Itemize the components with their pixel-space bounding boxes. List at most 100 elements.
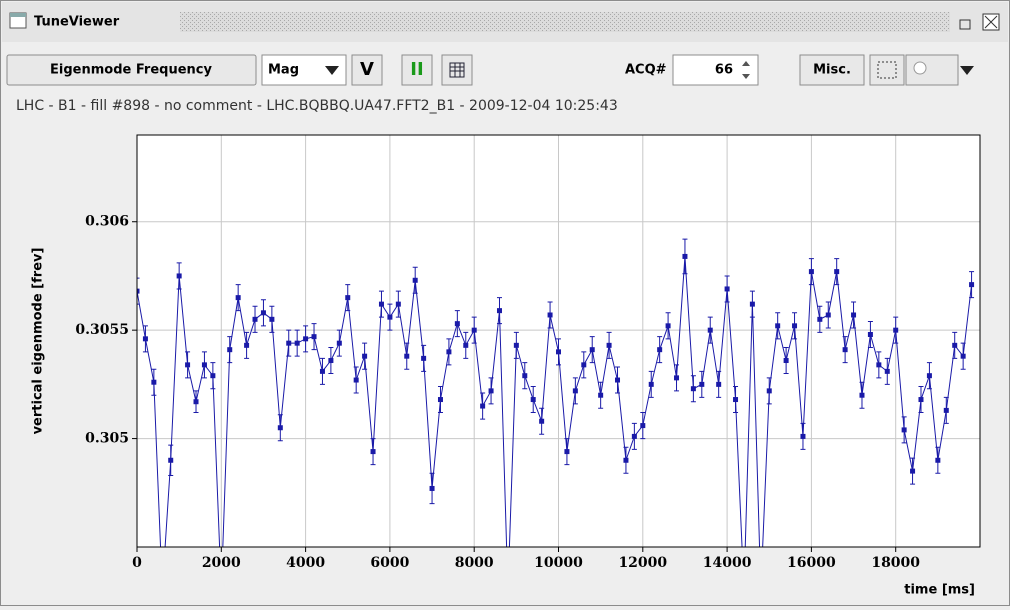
data-point	[918, 397, 924, 403]
data-point	[766, 388, 772, 394]
data-point	[269, 316, 275, 322]
y-tick-label: 0.3055	[75, 322, 129, 338]
data-point	[825, 312, 831, 318]
minimize-button[interactable]	[959, 19, 971, 30]
misc-label: Misc.	[813, 63, 851, 78]
data-point	[319, 368, 325, 374]
data-layer	[137, 238, 975, 547]
x-tick-label: 18000	[871, 555, 920, 571]
series-line	[137, 256, 973, 547]
data-point	[277, 425, 283, 431]
data-point	[808, 269, 814, 275]
data-point	[648, 381, 654, 387]
data-point	[454, 321, 460, 327]
data-point	[682, 253, 688, 259]
data-point	[960, 353, 966, 359]
spinner-arrows	[742, 61, 750, 79]
scale-select[interactable]	[261, 54, 347, 86]
data-point	[699, 381, 705, 387]
data-point	[294, 340, 300, 346]
data-point	[876, 362, 882, 368]
data-point	[522, 373, 528, 379]
mode-label: Eigenmode Frequency	[50, 63, 212, 78]
data-point	[496, 308, 502, 314]
data-point	[210, 373, 216, 379]
data-point	[859, 392, 865, 398]
data-point	[412, 277, 418, 283]
data-point	[657, 347, 663, 353]
data-point	[792, 323, 798, 329]
x-tick-label: 0	[132, 555, 142, 571]
x-tick-label: 10000	[534, 555, 583, 571]
data-point	[404, 353, 410, 359]
data-point	[623, 457, 629, 463]
data-point	[201, 362, 207, 368]
close-icon	[984, 15, 998, 29]
data-point	[446, 349, 452, 355]
zoom-arrow	[960, 66, 974, 75]
plane-button[interactable]	[351, 54, 383, 86]
data-point	[421, 355, 427, 361]
data-point	[480, 403, 486, 409]
data-point	[378, 301, 384, 307]
window-icon-bar	[10, 13, 26, 17]
x-tick-label: 14000	[703, 555, 752, 571]
data-point	[935, 457, 941, 463]
data-point	[387, 314, 393, 320]
data-point	[370, 449, 376, 455]
data-point	[884, 368, 890, 374]
x-tick-label: 6000	[370, 555, 409, 571]
data-point	[260, 310, 266, 316]
misc-button[interactable]	[799, 54, 865, 86]
acq-value: 66	[715, 63, 733, 78]
data-point	[168, 457, 174, 463]
data-point	[345, 295, 351, 301]
data-point	[952, 342, 958, 348]
data-point	[640, 423, 646, 429]
data-point	[547, 312, 553, 318]
data-point	[311, 334, 317, 340]
data-point	[775, 323, 781, 329]
error-bar	[137, 277, 140, 305]
scale-arrow	[325, 66, 339, 75]
data-point	[429, 485, 435, 491]
data-point	[362, 353, 368, 359]
fit-button[interactable]	[869, 54, 905, 86]
window-title: TuneViewer	[34, 15, 120, 30]
data-point	[893, 327, 899, 333]
data-point	[589, 347, 595, 353]
pause-button[interactable]	[401, 54, 433, 86]
data-point	[336, 340, 342, 346]
data-point	[817, 316, 823, 322]
x-tick-label: 2000	[202, 555, 241, 571]
data-point	[227, 347, 233, 353]
data-point	[615, 377, 621, 383]
data-point	[943, 407, 949, 413]
data-point	[834, 269, 840, 275]
table-button[interactable]	[441, 54, 473, 86]
data-point	[724, 286, 730, 292]
data-point	[867, 331, 873, 337]
data-point	[564, 449, 570, 455]
y-axis-label: vertical eigenmode [frev]	[31, 248, 46, 435]
mode-button[interactable]	[6, 54, 257, 86]
x-axis-label: time [ms]	[904, 583, 975, 598]
data-point	[674, 375, 680, 381]
data-point	[137, 288, 140, 294]
zoom-button[interactable]	[905, 54, 959, 86]
data-point	[142, 336, 148, 342]
plane-label: V	[360, 59, 374, 80]
data-point	[328, 358, 334, 364]
data-point	[530, 397, 536, 403]
data-point	[437, 397, 443, 403]
data-point	[353, 377, 359, 383]
fit-icon	[877, 61, 897, 79]
data-point	[842, 347, 848, 353]
data-point	[176, 273, 182, 279]
data-point	[716, 381, 722, 387]
data-point	[707, 327, 713, 333]
data-point	[463, 342, 469, 348]
data-point	[488, 388, 494, 394]
acq-spinner[interactable]	[672, 54, 759, 86]
